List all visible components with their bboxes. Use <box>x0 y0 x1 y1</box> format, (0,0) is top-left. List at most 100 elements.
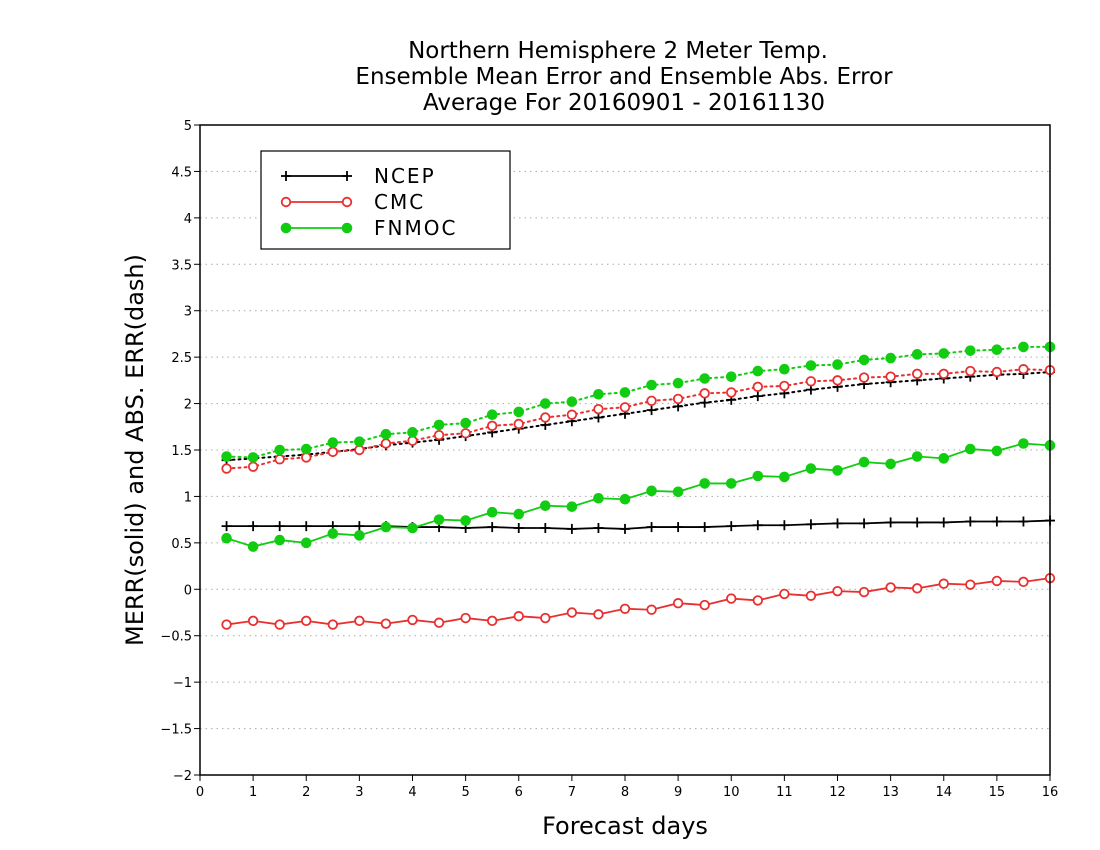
x-tick-label: 6 <box>515 785 523 800</box>
fnmoc-merr-point <box>885 458 896 470</box>
y-axis-label: MERR(solid) and ABS. ERR(dash) <box>121 254 149 646</box>
cmc-merr-point <box>726 593 737 604</box>
fnmoc-abs-err-point <box>885 352 896 364</box>
cmc-abs-err-point <box>1018 364 1029 375</box>
y-tick-label: 2.5 <box>171 351 192 366</box>
fnmoc-merr-point <box>619 493 631 505</box>
x-tick-label: 16 <box>1042 785 1059 800</box>
cmc-abs-err-point <box>805 376 817 387</box>
fnmoc-merr-point <box>407 522 418 534</box>
legend-entry-fnmoc: FNMOC <box>280 216 457 240</box>
x-tick-label: 7 <box>568 785 576 800</box>
cmc-abs-err-point <box>247 461 259 472</box>
y-tick-label: 3 <box>184 305 192 320</box>
legend-marker-end-fnmoc <box>341 222 353 234</box>
y-tick-label: 0 <box>184 583 192 598</box>
x-tick-label: 1 <box>249 785 257 800</box>
legend-marker-end-cmc <box>341 196 353 208</box>
fnmoc-abs-err-point <box>380 428 392 440</box>
cmc-merr-point <box>566 607 578 618</box>
fnmoc-abs-err-point <box>858 354 870 366</box>
fnmoc-merr-point <box>938 453 950 464</box>
legend-marker-start-fnmoc <box>280 222 292 234</box>
fnmoc-abs-err-point <box>247 452 259 463</box>
fnmoc-merr-point <box>593 492 604 504</box>
axis-ticks: −2−1.5−1−0.500.511.522.533.544.550 1 2 3 4 5 6… <box>160 119 1058 800</box>
y-tick-label: −2 <box>173 769 192 784</box>
cmc-merr-point <box>699 599 710 611</box>
fnmoc-abs-err-point <box>911 349 923 360</box>
x-tick-label: 0 <box>196 785 204 800</box>
x-tick-label: 14 <box>935 785 952 800</box>
x-tick-label: 5 <box>461 785 469 800</box>
cmc-abs-err-point <box>221 463 232 474</box>
cmc-abs-err-point <box>938 368 949 380</box>
fnmoc-abs-err-point <box>646 379 657 391</box>
fnmoc-abs-err-point <box>327 437 339 448</box>
cmc-merr-point <box>593 609 604 620</box>
y-tick-label: 4 <box>184 212 192 227</box>
cmc-abs-err-point <box>699 388 710 399</box>
fnmoc-abs-err-point <box>965 345 976 356</box>
fnmoc-abs-err-point <box>725 371 737 382</box>
fnmoc-merr-point <box>1018 438 1029 449</box>
cmc-merr-point <box>938 578 949 589</box>
fnmoc-abs-err-point <box>805 360 817 371</box>
series-fnmoc <box>221 341 1056 552</box>
cmc-abs-err-point <box>672 393 684 405</box>
fnmoc-abs-err-point <box>752 365 764 377</box>
fnmoc-abs-err-point <box>593 388 604 400</box>
cmc-merr-point <box>247 615 259 627</box>
cmc-merr-point <box>646 604 657 615</box>
fnmoc-merr-point <box>433 514 445 525</box>
fnmoc-merr-point <box>991 445 1003 457</box>
cmc-merr-point <box>221 619 232 630</box>
cmc-merr-point <box>911 583 923 594</box>
cmc-merr-point <box>460 612 471 624</box>
cmc-merr-point <box>407 614 418 626</box>
fnmoc-abs-err-point <box>566 396 578 408</box>
cmc-merr-point <box>301 615 312 627</box>
x-tick-label: 12 <box>829 785 846 800</box>
cmc-abs-err-point <box>354 444 365 456</box>
fnmoc-merr-point <box>858 456 870 468</box>
cmc-merr-point <box>885 582 896 593</box>
cmc-abs-err-point <box>460 428 471 439</box>
cmc-merr-point <box>672 598 684 609</box>
fnmoc-merr-point <box>300 537 312 549</box>
cmc-abs-err-point <box>619 402 631 413</box>
legend-marker-start-cmc <box>280 196 292 208</box>
y-tick-label: −0.5 <box>160 630 192 645</box>
cmc-merr-point <box>433 617 445 628</box>
fnmoc-abs-err-point <box>832 359 843 370</box>
cmc-merr-point <box>274 619 285 630</box>
x-axis-label: Forecast days <box>542 812 708 840</box>
cmc-merr-point <box>486 615 498 627</box>
y-tick-label: 2 <box>184 398 192 413</box>
fnmoc-merr-point <box>646 485 657 497</box>
fnmoc-abs-err-point <box>221 451 232 462</box>
fnmoc-merr-point <box>540 500 551 512</box>
fnmoc-abs-err-point <box>300 443 312 455</box>
fnmoc-merr-point <box>221 532 232 544</box>
cmc-abs-err-point <box>911 368 923 380</box>
cmc-abs-err-point <box>832 375 843 386</box>
cmc-abs-err-point <box>991 366 1003 378</box>
fnmoc-merr-line <box>226 442 1051 548</box>
cmc-abs-err-point <box>433 429 445 441</box>
fnmoc-abs-err-point <box>779 363 790 375</box>
legend-label-fnmoc: FNMOC <box>374 216 457 240</box>
cmc-merr-point <box>354 615 365 627</box>
gridlines <box>200 170 1050 730</box>
y-tick-label: −1.5 <box>160 723 192 738</box>
cmc-abs-err-point <box>646 395 657 406</box>
cmc-abs-err-line <box>225 368 1051 470</box>
fnmoc-abs-err-point <box>513 406 525 418</box>
cmc-merr-point <box>540 612 551 624</box>
y-tick-label: 1.5 <box>171 444 192 459</box>
fnmoc-abs-err-point <box>672 377 684 389</box>
cmc-abs-err-point <box>274 454 285 465</box>
fnmoc-merr-point <box>274 534 285 546</box>
cmc-abs-err-point <box>327 446 339 458</box>
